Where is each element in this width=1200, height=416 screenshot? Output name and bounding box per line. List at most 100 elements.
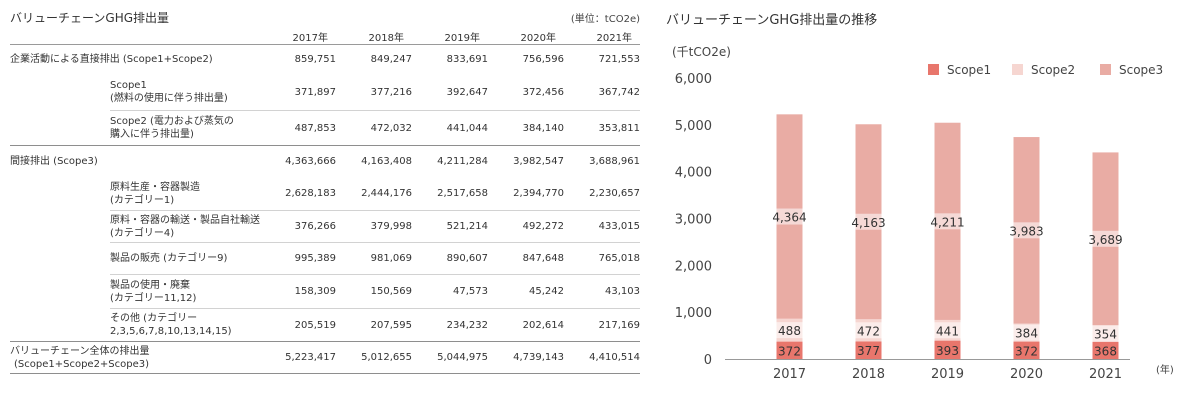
table-cell: 379,998 — [336, 210, 412, 243]
table-row: Scope2 (電力および蒸気の 購入に伴う排出量) 487,853 472,032 4… — [10, 110, 640, 146]
year-header: 2019年 — [444, 32, 480, 44]
data-label: 372 — [778, 344, 801, 358]
row-label: 製品の販売 (カテゴリー9) — [110, 242, 260, 275]
legend-swatch-scope2 — [1012, 64, 1023, 75]
table-row: 企業活動による直接排出 (Scope1+Scope2) 859,751 849,24… — [10, 44, 640, 75]
row-label-line: 製品の使用・廃棄 — [110, 279, 190, 291]
table-cell: 367,742 — [598, 86, 640, 98]
x-axis-unit: (年) — [1156, 363, 1174, 376]
table-cell: 5,223,417 — [285, 352, 336, 363]
table-cell: 487,853 — [260, 110, 336, 146]
data-label-bg — [1009, 222, 1044, 239]
table-cell: 3,982,547 — [513, 156, 564, 168]
bar-segment-scope1 — [934, 340, 961, 359]
data-label: 384 — [1015, 327, 1038, 341]
row-label-line: Scope1 — [110, 80, 147, 92]
data-label-bg — [930, 213, 965, 230]
table-cell: 384,140 — [488, 110, 564, 146]
table-cell: 2,628,183 — [285, 188, 336, 200]
table-cell: 2,394,770 — [513, 188, 564, 200]
data-label: 354 — [1094, 327, 1117, 341]
bar-segment-scope1 — [1092, 341, 1119, 359]
row-label-line: 原料生産・容器製造 — [110, 181, 200, 193]
row-indent-cell — [10, 243, 110, 275]
data-label: 372 — [1015, 344, 1038, 358]
row-label: 原料生産・容器製造 (カテゴリー1) — [110, 178, 260, 211]
y-tick-label: 3,000 — [675, 213, 712, 228]
row-label-line: (カテゴリー4) — [110, 227, 175, 239]
row-label: 企業活動による直接排出 (Scope1+Scope2) — [10, 45, 260, 75]
table-cell: 721,553 — [598, 54, 640, 66]
row-label: Scope1 (燃料の使用に伴う排出量) — [110, 75, 260, 111]
row-label: その他 (カテゴリー 2,3,5,6,7,8,10,13,14,15) — [110, 308, 260, 342]
table-cell: 2,444,176 — [361, 188, 412, 200]
data-label-bg — [772, 322, 807, 339]
data-label: 377 — [857, 344, 880, 358]
table-cell: 392,647 — [446, 86, 488, 98]
table-cell: 4,211,284 — [437, 156, 488, 168]
row-label-line: (カテゴリー1) — [110, 194, 175, 206]
data-label: 4,364 — [772, 211, 806, 225]
y-tick-label: 1,000 — [675, 306, 712, 321]
table-cell: 4,163,408 — [361, 156, 412, 168]
table-cell: 377,216 — [370, 86, 412, 98]
table-cell: 4,363,666 — [285, 156, 336, 168]
data-label: 368 — [1094, 344, 1117, 358]
table-title: バリューチェーンGHG排出量 — [10, 11, 170, 25]
table-cell: 47,573 — [412, 274, 488, 309]
row-label: 間接排出 (Scope3) — [10, 146, 260, 178]
table-cell: 472,032 — [336, 110, 412, 146]
data-label: 472 — [857, 324, 880, 338]
data-label-bg — [1088, 230, 1123, 247]
data-label: 3,983 — [1009, 224, 1043, 238]
emissions-table-panel: バリューチェーンGHG排出量 (単位：tCO2e) 2017年 2018年 2019… — [10, 11, 640, 374]
row-indent-cell — [10, 111, 110, 146]
row-indent-cell — [10, 178, 110, 211]
row-indent-cell — [10, 75, 110, 111]
y-tick-label: 4,000 — [675, 166, 712, 181]
header-blank — [10, 28, 260, 45]
bar-segment-scope1 — [776, 341, 803, 359]
data-label-bg — [851, 213, 886, 230]
table-cell: 859,751 — [294, 54, 336, 66]
table-cell: 847,648 — [488, 242, 564, 275]
emissions-chart-panel: バリューチェーンGHG排出量の推移 (千tCO2e) 0 1,000 2,000 3,00… — [660, 0, 1200, 416]
table-row: 原料生産・容器製造 (カテゴリー1) 2,628,183 2,444,176 2,517… — [10, 178, 640, 211]
data-label-bg — [1088, 325, 1123, 342]
data-label: 488 — [778, 324, 801, 338]
data-label-bg — [772, 208, 807, 225]
table-row: その他 (カテゴリー 2,3,5,6,7,8,10,13,14,15) 205,51… — [10, 308, 640, 342]
table-cell: 43,103 — [564, 274, 640, 309]
data-label-bg — [930, 322, 965, 339]
table-row: 製品の使用・廃棄 (カテゴリー11,12) 158,309 150,569 47,573… — [10, 274, 640, 309]
legend-swatch-scope1 — [928, 64, 939, 75]
row-indent-cell — [10, 275, 110, 309]
row-label-line: 購入に伴う排出量) — [110, 129, 194, 140]
x-tick-label: 2021 — [1089, 367, 1122, 382]
table-cell: 353,811 — [564, 110, 640, 146]
data-label: 441 — [936, 324, 959, 338]
table-row: 間接排出 (Scope3) 4,363,666 4,163,408 4,211,284… — [10, 145, 640, 178]
x-tick-label: 2019 — [931, 367, 964, 382]
legend-swatch-scope3 — [1100, 64, 1111, 75]
table-cell: 2,517,658 — [437, 188, 488, 200]
table-cell: 150,569 — [336, 274, 412, 309]
row-label-line: 製品の販売 (カテゴリー9) — [110, 253, 228, 264]
table-cell: 433,015 — [564, 210, 640, 243]
table-body: 企業活動による直接排出 (Scope1+Scope2) 859,751 849,24… — [10, 44, 640, 374]
y-tick-label: 5,000 — [675, 119, 712, 134]
data-label: 4,163 — [851, 216, 885, 230]
row-label-line: Scope2 (電力および蒸気の — [110, 116, 234, 127]
table-row: 製品の販売 (カテゴリー9) 995,389 981,069 890,607 847,6… — [10, 242, 640, 275]
table-cell: 890,607 — [412, 242, 488, 275]
year-header: 2017年 — [292, 32, 328, 44]
emissions-table: 2017年 2018年 2019年 2020年 2021年 企業活動による直接排出 (S… — [10, 28, 640, 374]
x-tick-label: 2017 — [773, 367, 806, 382]
row-indent-cell — [10, 309, 110, 342]
bar-segment-scope1 — [1013, 341, 1040, 359]
row-indent-cell — [10, 211, 110, 243]
data-label-bg — [851, 322, 886, 339]
row-label-line: 企業活動による直接排出 (Scope1+Scope2) — [10, 54, 213, 66]
table-cell: 833,691 — [446, 54, 488, 66]
row-label-line: 2,3,5,6,7,8,10,13,14,15) — [110, 326, 232, 337]
